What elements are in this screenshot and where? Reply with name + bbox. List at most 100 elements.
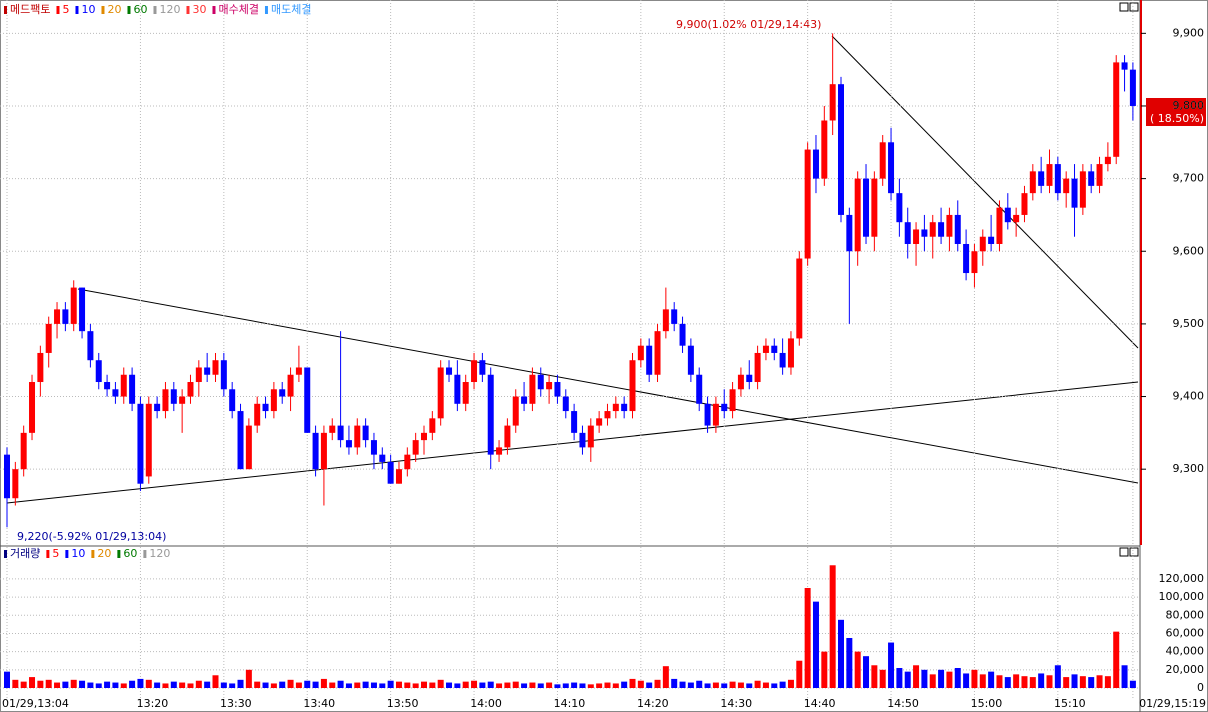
volume-bar bbox=[662, 666, 669, 688]
window-button[interactable] bbox=[1119, 547, 1129, 557]
volume-bar bbox=[354, 682, 361, 688]
volume-bar bbox=[704, 683, 711, 688]
volume-bar bbox=[237, 679, 244, 688]
candle-body bbox=[504, 425, 511, 448]
x-tick-label: 14:20 bbox=[637, 697, 669, 710]
legend-label: 120 bbox=[159, 3, 180, 16]
candle-body bbox=[345, 440, 352, 448]
candle-body bbox=[20, 432, 27, 470]
candle-body bbox=[787, 338, 794, 368]
candle-body bbox=[896, 193, 903, 223]
volume-bar bbox=[1021, 676, 1028, 688]
candle-body bbox=[270, 389, 277, 412]
legend-label: 10 bbox=[71, 547, 85, 560]
candle-body bbox=[220, 360, 227, 390]
volume-bar bbox=[963, 673, 970, 688]
volume-bar bbox=[1113, 631, 1120, 688]
candle-body bbox=[37, 352, 44, 383]
candle-body bbox=[921, 229, 928, 237]
candle-body bbox=[429, 418, 436, 433]
candle-body bbox=[170, 389, 177, 404]
volume-bar bbox=[345, 683, 352, 688]
volume-bar bbox=[370, 682, 377, 688]
volume-bar bbox=[729, 681, 736, 688]
candle-body bbox=[571, 411, 578, 433]
x-tick-label: 14:10 bbox=[554, 697, 586, 710]
volume-bar bbox=[1046, 675, 1053, 688]
volume-bar bbox=[254, 681, 261, 688]
x-tick-label: 14:40 bbox=[804, 697, 836, 710]
volume-bar bbox=[554, 684, 561, 688]
candle-body bbox=[604, 411, 611, 419]
volume-bar bbox=[471, 680, 478, 688]
volume-bar bbox=[888, 642, 895, 688]
legend-swatch bbox=[127, 6, 131, 14]
volume-tick-label: 0 bbox=[1197, 681, 1204, 694]
legend-label: 60 bbox=[123, 547, 137, 560]
window-button[interactable] bbox=[1119, 2, 1129, 12]
candle-body bbox=[412, 440, 419, 455]
candle-body bbox=[70, 287, 77, 324]
volume-bar bbox=[629, 678, 636, 688]
volume-bar bbox=[996, 675, 1003, 688]
volume-bar bbox=[671, 678, 678, 688]
candle-body bbox=[162, 389, 169, 412]
candle-body bbox=[1121, 62, 1128, 70]
volume-bar bbox=[245, 669, 252, 688]
volume-bar bbox=[854, 651, 861, 688]
legend-label: 5 bbox=[52, 547, 59, 560]
volume-bar bbox=[479, 682, 486, 688]
candle-body bbox=[1004, 207, 1011, 223]
x-tick-label: 13:20 bbox=[137, 697, 169, 710]
trend-line bbox=[831, 35, 1139, 349]
volume-bar bbox=[562, 683, 569, 688]
candle-body bbox=[512, 396, 519, 426]
volume-bar bbox=[212, 675, 219, 688]
candle-body bbox=[762, 345, 769, 353]
volume-bar bbox=[654, 679, 661, 688]
volume-bar bbox=[421, 681, 427, 688]
volume-bar bbox=[79, 680, 86, 688]
volume-bar bbox=[496, 683, 503, 688]
volume-bar bbox=[971, 669, 978, 688]
volume-bar bbox=[229, 683, 236, 688]
volume-bar bbox=[95, 683, 102, 688]
candle-body bbox=[454, 374, 461, 404]
volume-bar bbox=[220, 682, 227, 688]
candle-body bbox=[754, 352, 761, 383]
volume-bar bbox=[1004, 677, 1011, 688]
volume-bar bbox=[20, 681, 27, 688]
legend-label: 20 bbox=[97, 547, 111, 560]
candle-body bbox=[637, 345, 644, 361]
volume-bar bbox=[87, 682, 94, 688]
legend-label: 매도체결 bbox=[271, 3, 311, 16]
window-button[interactable] bbox=[1129, 547, 1139, 557]
volume-bar bbox=[179, 682, 186, 688]
volume-bar bbox=[120, 683, 127, 688]
volume-bar bbox=[204, 681, 211, 688]
candle-body bbox=[1029, 171, 1036, 194]
legend-label: 30 bbox=[192, 3, 206, 16]
candle-body bbox=[437, 367, 444, 419]
candle-body bbox=[1088, 171, 1095, 186]
candle-body bbox=[1096, 164, 1103, 186]
candle-body bbox=[854, 178, 861, 252]
candle-body bbox=[1038, 171, 1045, 186]
candle-body bbox=[45, 323, 52, 353]
volume-bar bbox=[746, 683, 753, 688]
volume-bar bbox=[387, 680, 394, 688]
window-button[interactable] bbox=[1129, 2, 1139, 12]
volume-bar bbox=[446, 682, 453, 688]
candle-body bbox=[312, 432, 319, 470]
volume-bar bbox=[529, 682, 536, 688]
volume-bar bbox=[454, 683, 461, 688]
legend-swatch bbox=[212, 6, 216, 14]
volume-bar bbox=[195, 680, 202, 688]
volume-bar bbox=[754, 680, 761, 688]
volume-bar bbox=[412, 683, 419, 688]
candle-body bbox=[387, 461, 394, 484]
candle-body bbox=[796, 258, 803, 339]
volume-bar bbox=[863, 656, 870, 688]
volume-bar bbox=[320, 678, 327, 688]
